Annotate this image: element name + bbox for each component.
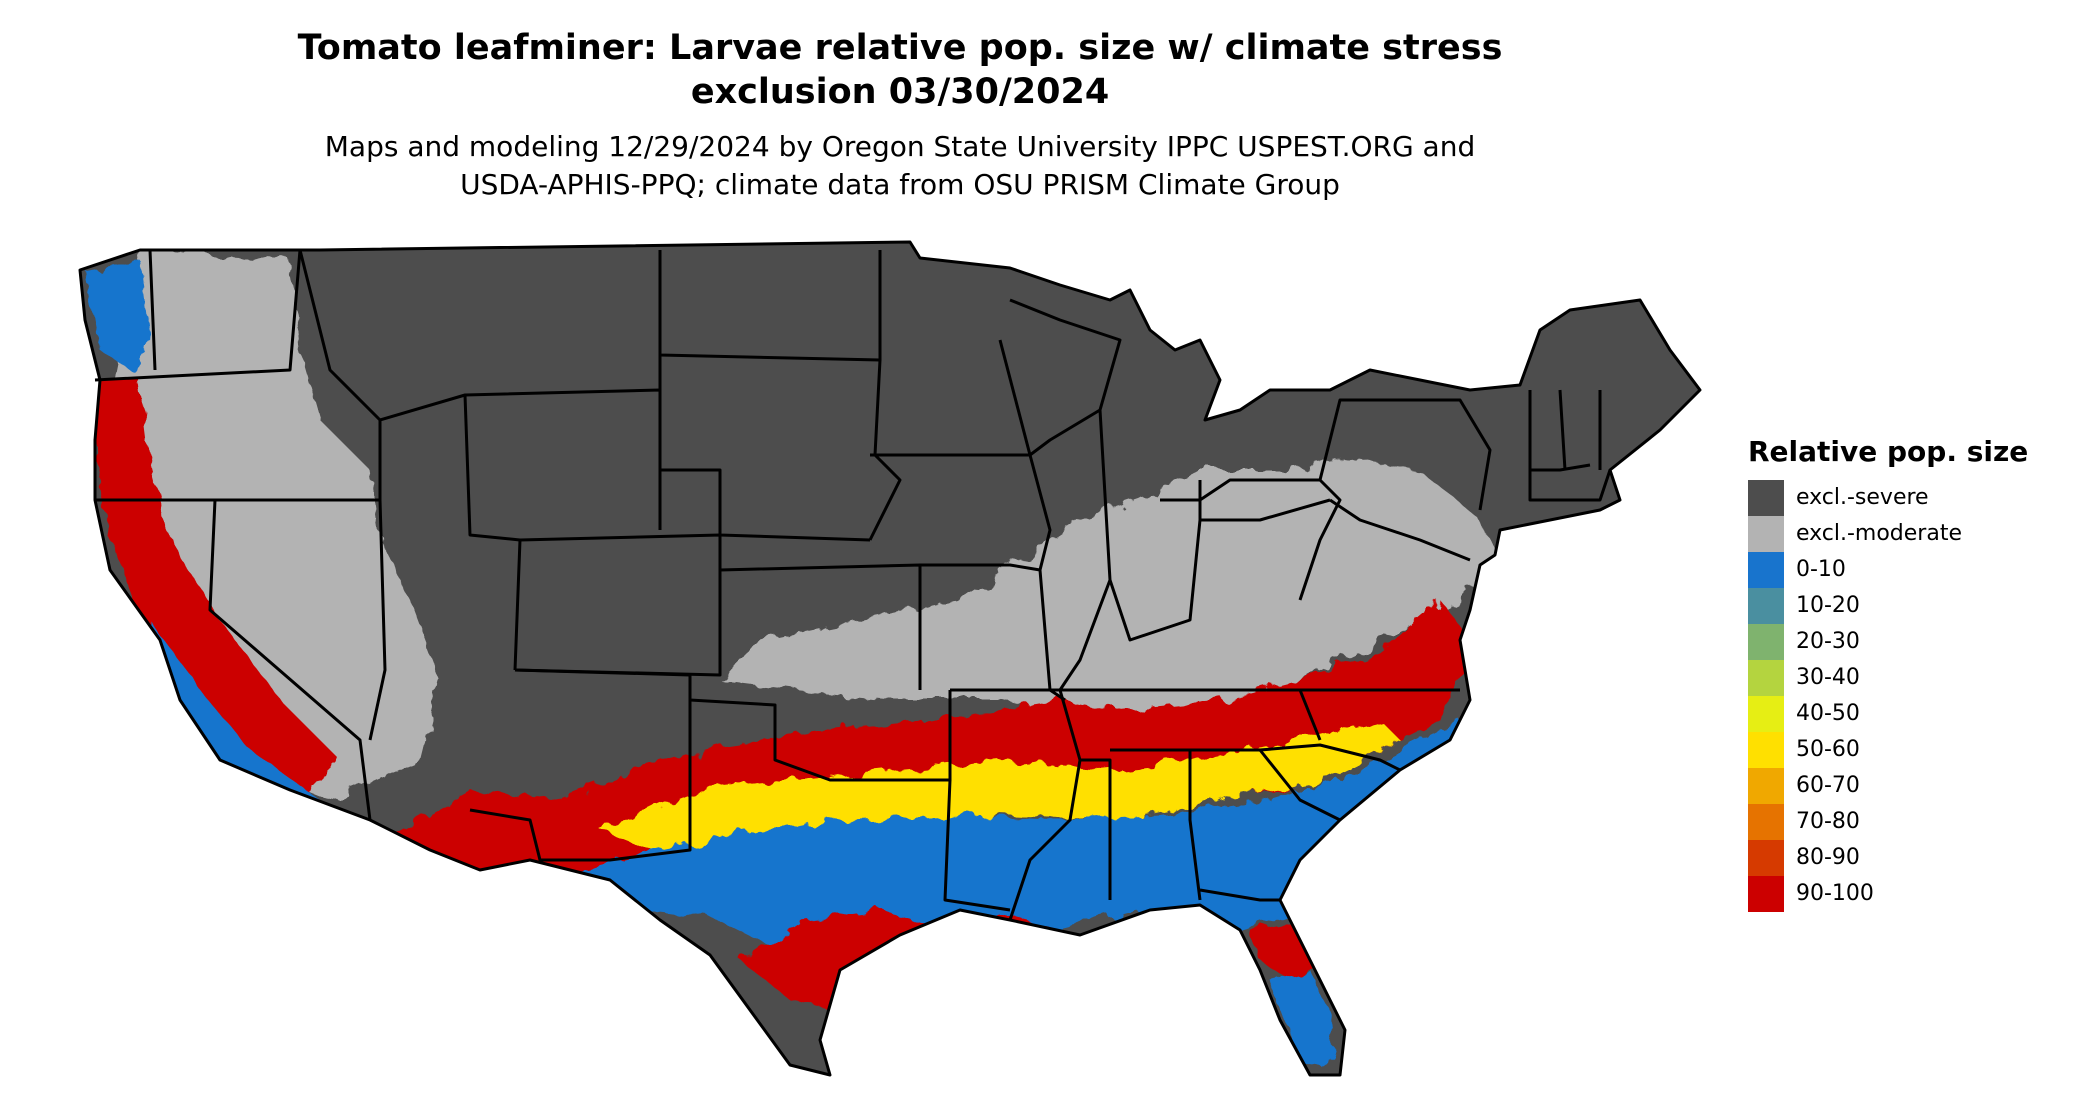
legend-swatch	[1748, 660, 1784, 696]
state-line	[998, 339, 1032, 456]
zone-low-west	[150, 620, 360, 850]
legend-label: excl.-moderate	[1796, 521, 1962, 546]
state-line	[1200, 498, 1331, 522]
state-line	[1190, 748, 1341, 822]
legend-item: 60-70	[1748, 768, 2088, 804]
state-line	[298, 249, 382, 422]
legend-item: 0-10	[1748, 552, 2088, 588]
state-borders	[78, 240, 1702, 1077]
map-title-line-1: Tomato leafminer: Larvae relative pop. s…	[297, 28, 1503, 68]
state-line	[95, 498, 372, 821]
legend-swatch	[1748, 516, 1784, 552]
legend-item: excl.-moderate	[1748, 516, 2088, 552]
legend-item: excl.-severe	[1748, 480, 2088, 516]
legend-swatch	[1748, 552, 1784, 588]
legend-label: 30-40	[1796, 665, 1860, 690]
legend-item: 50-60	[1748, 732, 2088, 768]
legend-swatch	[1748, 480, 1784, 516]
legend-item: 10-20	[1748, 588, 2088, 624]
legend-swatch	[1748, 732, 1784, 768]
legend-swatch	[1748, 624, 1784, 660]
state-line	[1108, 480, 1202, 642]
legend-label: excl.-severe	[1796, 485, 1929, 510]
legend-swatch	[1748, 840, 1784, 876]
legend-label: 90-100	[1796, 881, 1874, 906]
legend-item: 40-50	[1748, 696, 2088, 732]
state-line	[1199, 888, 1280, 902]
state-line	[94, 249, 302, 382]
map-fill-layer	[80, 242, 1700, 1075]
legend: Relative pop. size excl.-severe excl.-mo…	[1748, 434, 2088, 912]
state-line	[1329, 498, 1471, 562]
map-title-line-2: exclusion 03/30/2024	[690, 72, 1110, 112]
map-subtitle-line-1: Maps and modeling 12/29/2024 by Oregon S…	[324, 130, 1476, 163]
legend-item: 70-80	[1748, 804, 2088, 840]
state-line	[1058, 409, 1112, 691]
legend-label: 20-30	[1796, 629, 1860, 654]
legend-label: 70-80	[1796, 809, 1860, 834]
state-line	[378, 393, 522, 671]
state-line	[1110, 748, 1202, 901]
state-line	[943, 779, 1011, 912]
legend-items: excl.-severe excl.-moderate 0-10 10-20 2…	[1748, 480, 2088, 912]
legend-item: 30-40	[1748, 660, 2088, 696]
state-line	[950, 688, 1082, 921]
legend-label: 60-70	[1796, 773, 1860, 798]
legend-title: Relative pop. size	[1748, 435, 2029, 468]
state-line	[1318, 398, 1492, 511]
state-line	[1259, 743, 1401, 772]
legend-label: 80-90	[1796, 845, 1860, 870]
state-line	[1528, 390, 1591, 472]
zone-low-northwest	[85, 260, 150, 370]
state-line	[1009, 298, 1122, 457]
legend-swatch	[1748, 696, 1784, 732]
legend-swatch	[1748, 876, 1784, 912]
state-line	[920, 563, 1066, 702]
state-line	[658, 250, 882, 362]
zone-high-west-coast	[95, 380, 340, 800]
legend-item: 20-30	[1748, 624, 2088, 660]
legend-label: 0-10	[1796, 557, 1846, 582]
map-subtitle-line-2: USDA-APHIS-PPQ; climate data from OSU PR…	[460, 168, 1340, 201]
zone-excl-moderate-east	[720, 460, 1500, 740]
state-line	[1080, 758, 1112, 900]
state-line	[718, 535, 922, 690]
state-line	[1298, 689, 1322, 741]
legend-item: 80-90	[1748, 840, 2088, 876]
zone-low-south	[540, 720, 1480, 965]
legend-swatch	[1748, 804, 1784, 840]
legend-item: 90-100	[1748, 876, 2088, 912]
state-line	[658, 355, 871, 542]
legend-label: 10-20	[1796, 593, 1860, 618]
state-line	[870, 453, 1052, 571]
legend-label: 50-60	[1796, 737, 1860, 762]
state-line	[148, 249, 157, 371]
zone-low-florida	[1270, 970, 1335, 1070]
legend-swatch	[1748, 588, 1784, 624]
legend-label: 40-50	[1796, 701, 1860, 726]
state-line	[1528, 469, 1612, 502]
legend-swatch	[1748, 768, 1784, 804]
state-line	[868, 359, 902, 541]
state-line	[215, 498, 387, 741]
state-line	[1558, 389, 1567, 471]
